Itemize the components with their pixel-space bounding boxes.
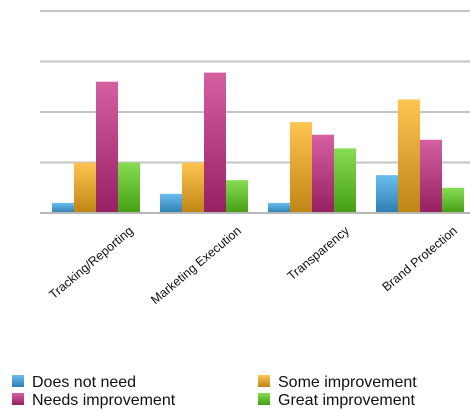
legend-label-some-improvement: Some improvement: [278, 374, 417, 391]
legend-swatch-needs-improvement: [12, 393, 24, 405]
bar-transparency-does-not-need: [268, 202, 290, 213]
bar-brand-protection-does-not-need: [376, 175, 398, 213]
legend-item-does-not-need: Does not need: [12, 374, 136, 391]
category-tick-labels: Tracking/Reporting Marketing Execution Tra…: [46, 223, 460, 307]
legend-label-great-improvement: Great improvement: [278, 392, 415, 409]
bar-tracking-reporting-some-improvement: [74, 162, 96, 213]
bar-transparency-needs-improvement: [312, 134, 334, 213]
bar-brand-protection-needs-improvement: [420, 139, 442, 213]
legend-item-needs-improvement: Needs improvement: [12, 392, 176, 409]
bar-tracking-reporting-needs-improvement: [96, 81, 118, 213]
tick-label-tracking-reporting: Tracking/Reporting: [46, 224, 136, 302]
legend-label-does-not-need: Does not need: [32, 374, 136, 391]
bar-brand-protection-great-improvement: [442, 187, 464, 213]
tick-label-transparency: Transparency: [285, 223, 353, 283]
bar-transparency-some-improvement: [290, 122, 312, 213]
bar-transparency-great-improvement: [334, 148, 356, 213]
legend-swatch-some-improvement: [258, 375, 270, 387]
bars: [52, 72, 464, 213]
tick-label-brand-protection: Brand Protection: [380, 224, 460, 295]
bar-marketing-execution-needs-improvement: [204, 72, 226, 213]
legend-swatch-great-improvement: [258, 393, 270, 405]
tick-label-marketing-execution: Marketing Execution: [148, 224, 244, 308]
bar-brand-protection-some-improvement: [398, 99, 420, 213]
bar-marketing-execution-some-improvement: [182, 162, 204, 213]
legend: Does not need Some improvement Needs impro…: [12, 374, 417, 409]
bar-marketing-execution-great-improvement: [226, 180, 248, 213]
bar-marketing-execution-does-not-need: [160, 193, 182, 213]
legend-item-great-improvement: Great improvement: [258, 392, 415, 409]
legend-label-needs-improvement: Needs improvement: [32, 392, 176, 409]
legend-item-some-improvement: Some improvement: [258, 374, 417, 391]
legend-swatch-does-not-need: [12, 375, 24, 387]
bar-tracking-reporting-great-improvement: [118, 162, 140, 213]
bar-tracking-reporting-does-not-need: [52, 202, 74, 213]
